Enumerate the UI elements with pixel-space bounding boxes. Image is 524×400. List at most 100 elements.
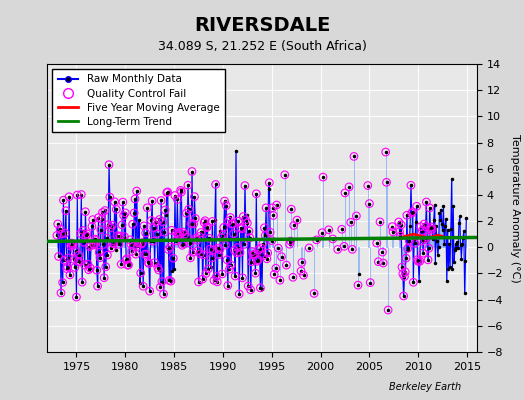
- Point: [252, 270, 260, 276]
- Point: [193, 237, 201, 244]
- Point: [269, 212, 278, 219]
- Point: [389, 229, 397, 235]
- Point: [223, 256, 231, 263]
- Point: [268, 238, 276, 244]
- Point: [265, 180, 274, 186]
- Point: [116, 233, 125, 240]
- Point: [180, 231, 189, 237]
- Point: [61, 230, 69, 236]
- Point: [123, 256, 131, 262]
- Point: [424, 245, 433, 252]
- Point: [222, 202, 231, 209]
- Point: [175, 233, 183, 239]
- Point: [165, 277, 173, 284]
- Point: [178, 242, 187, 248]
- Point: [384, 307, 392, 313]
- Point: [227, 262, 235, 268]
- Point: [159, 219, 167, 225]
- Point: [248, 248, 256, 255]
- Point: [373, 240, 381, 246]
- Point: [239, 213, 247, 220]
- Point: [140, 223, 148, 229]
- Point: [211, 181, 220, 188]
- Point: [180, 241, 188, 247]
- Point: [395, 228, 403, 235]
- Legend: Raw Monthly Data, Quality Control Fail, Five Year Moving Average, Long-Term Tren: Raw Monthly Data, Quality Control Fail, …: [52, 69, 225, 132]
- Point: [162, 189, 171, 196]
- Point: [93, 267, 101, 274]
- Point: [208, 218, 216, 225]
- Point: [124, 262, 133, 268]
- Point: [63, 264, 72, 270]
- Point: [137, 241, 146, 247]
- Point: [280, 172, 289, 178]
- Point: [59, 279, 67, 286]
- Point: [176, 229, 184, 236]
- Point: [333, 246, 342, 252]
- Point: [75, 259, 84, 265]
- Point: [378, 249, 387, 255]
- Point: [90, 241, 98, 248]
- Point: [329, 236, 337, 242]
- Point: [217, 234, 225, 241]
- Point: [69, 241, 78, 247]
- Point: [80, 262, 89, 268]
- Point: [113, 232, 122, 239]
- Point: [91, 236, 100, 242]
- Point: [65, 194, 73, 200]
- Point: [75, 252, 83, 258]
- Point: [428, 226, 436, 233]
- Point: [53, 232, 61, 239]
- Point: [144, 259, 152, 265]
- Point: [133, 188, 141, 194]
- Point: [208, 255, 216, 262]
- Point: [225, 266, 234, 272]
- Point: [422, 199, 431, 205]
- Point: [247, 258, 256, 265]
- Point: [126, 237, 134, 243]
- Point: [191, 215, 200, 222]
- Text: 34.089 S, 21.252 E (South Africa): 34.089 S, 21.252 E (South Africa): [158, 40, 366, 53]
- Point: [93, 283, 102, 289]
- Point: [245, 228, 253, 234]
- Point: [202, 270, 210, 277]
- Point: [423, 234, 431, 240]
- Point: [218, 271, 226, 277]
- Point: [160, 229, 169, 236]
- Point: [255, 246, 263, 253]
- Point: [233, 244, 242, 251]
- Point: [80, 239, 88, 246]
- Point: [62, 266, 71, 272]
- Point: [115, 233, 124, 239]
- Point: [148, 198, 156, 204]
- Point: [254, 257, 262, 263]
- Point: [100, 274, 108, 281]
- Point: [348, 246, 356, 252]
- Point: [252, 190, 260, 197]
- Point: [124, 262, 132, 268]
- Point: [237, 226, 246, 232]
- Point: [70, 256, 78, 262]
- Point: [203, 224, 212, 230]
- Point: [77, 191, 85, 198]
- Point: [425, 205, 434, 211]
- Point: [337, 226, 346, 232]
- Point: [110, 240, 118, 246]
- Point: [199, 276, 207, 282]
- Point: [172, 230, 181, 236]
- Point: [352, 213, 361, 219]
- Point: [99, 209, 107, 216]
- Point: [169, 255, 178, 261]
- Point: [129, 243, 138, 249]
- Point: [197, 229, 205, 236]
- Text: Berkeley Earth: Berkeley Earth: [389, 382, 461, 392]
- Point: [221, 242, 230, 248]
- Point: [81, 208, 90, 215]
- Point: [215, 252, 223, 258]
- Point: [96, 226, 105, 233]
- Point: [117, 261, 125, 267]
- Point: [68, 240, 76, 246]
- Point: [246, 287, 255, 293]
- Point: [403, 245, 412, 252]
- Point: [119, 212, 128, 219]
